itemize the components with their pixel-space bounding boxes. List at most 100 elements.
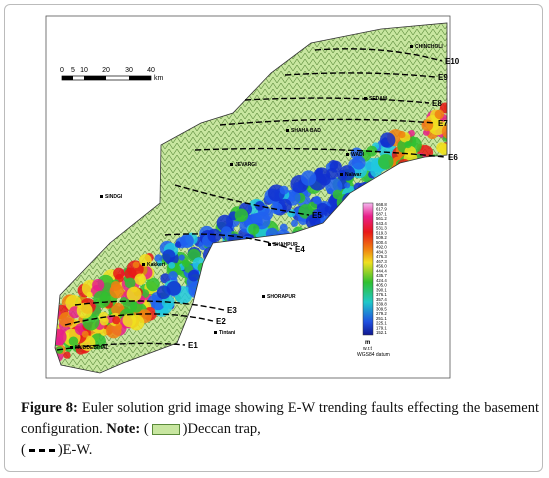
grid-cell xyxy=(316,202,329,215)
scale-unit: km xyxy=(154,75,164,82)
place-label: SHAHA BAD xyxy=(291,128,321,134)
grid-cell xyxy=(86,291,93,298)
legend-value: 225.1 xyxy=(376,321,387,326)
place-label: SINDGI xyxy=(105,194,123,200)
grid-cell xyxy=(99,316,109,326)
grid-cell xyxy=(408,129,415,137)
grid-cell xyxy=(81,330,89,338)
place-marker xyxy=(142,263,145,266)
grid-cell xyxy=(109,283,124,299)
scale-bar-segment xyxy=(84,76,106,80)
figure: 0 5 10 20 30 40 km E1 E2 E3 E4 E5 E6 E7 E8 E9 E10 CHINC… xyxy=(4,4,543,472)
grid-cell xyxy=(92,278,105,292)
place-marker xyxy=(364,97,367,100)
legend-value: 509.2 xyxy=(376,235,387,240)
legend-value: 444.4 xyxy=(376,268,387,273)
grid-cell xyxy=(181,259,190,268)
fault-line xyxy=(219,118,436,126)
grid-cell xyxy=(439,143,447,156)
ew-open: ( xyxy=(21,442,26,458)
grid-cell xyxy=(160,273,171,284)
legend-value: 519.3 xyxy=(376,230,387,235)
grid-cell xyxy=(156,285,171,300)
legend-value: 435.7 xyxy=(376,273,387,278)
fault-label: E9 xyxy=(438,73,448,82)
grid-cell xyxy=(441,123,447,140)
legend-value: 279.2 xyxy=(376,311,387,316)
deccan-swatch xyxy=(151,424,180,436)
grid-cell xyxy=(162,249,176,263)
note-label: Note: xyxy=(106,421,141,437)
grid-cell xyxy=(134,273,147,286)
grid-cell xyxy=(112,316,121,325)
fault-label: E5 xyxy=(312,211,322,220)
grid-cell xyxy=(339,165,356,181)
grid-cell xyxy=(168,270,178,281)
fault-label: E10 xyxy=(445,57,460,66)
grid-cell xyxy=(370,165,382,178)
grid-cell xyxy=(439,102,447,114)
grid-cell xyxy=(254,201,265,211)
place-label: MUDDEBIHAL xyxy=(75,345,109,351)
scale-bar-segment xyxy=(62,76,73,80)
grid-cell xyxy=(378,153,394,170)
caption: Figure 8: Euler solution grid image show… xyxy=(21,398,539,461)
legend-value: 587.1 xyxy=(376,211,387,216)
fault-swatch xyxy=(28,449,55,453)
colorbar xyxy=(362,202,374,336)
place-marker xyxy=(214,331,217,334)
legend-value: 376.1 xyxy=(376,292,387,297)
grid-cell xyxy=(404,146,417,158)
ew-text: )E-W. xyxy=(57,442,93,458)
grid-cell xyxy=(122,313,137,328)
place-label: SEDAM xyxy=(369,96,387,102)
grid-cell xyxy=(154,254,163,263)
fault-label: E6 xyxy=(448,153,458,162)
legend-value: 531.3 xyxy=(376,226,387,231)
place-label: SHORAPUR xyxy=(267,294,296,300)
place-label: Tintani xyxy=(219,330,236,336)
fault-line xyxy=(194,147,446,158)
grid-cell xyxy=(93,290,111,308)
legend-datum: WGS84 datum xyxy=(357,352,390,358)
legend-value: 424.4 xyxy=(376,278,387,283)
grid-cell xyxy=(113,267,125,280)
caption-label: Figure 8: xyxy=(21,400,78,416)
grid-cell xyxy=(146,277,160,292)
place-marker xyxy=(346,153,349,156)
scale-tick-label: 20 xyxy=(102,67,110,74)
fault-line xyxy=(64,313,214,326)
legend-value: 476.3 xyxy=(376,254,387,259)
fault-label: E7 xyxy=(438,119,448,128)
legend-value: 339.8 xyxy=(376,302,387,307)
place-marker xyxy=(340,173,343,176)
fault-label: E3 xyxy=(227,306,237,315)
grid-cell xyxy=(234,208,249,222)
grid-cell xyxy=(151,296,165,311)
fault-line xyxy=(314,48,443,62)
grid-cell xyxy=(298,204,314,219)
legend-value: 617.9 xyxy=(376,207,387,212)
scale-tick-label: 5 xyxy=(71,67,75,74)
caption-text: Euler solution grid image showing E-W tr… xyxy=(21,400,540,437)
place-marker xyxy=(268,243,271,246)
fault-label: E8 xyxy=(432,99,442,108)
grid-cell xyxy=(324,205,332,213)
grid-cell xyxy=(300,170,317,186)
place-marker xyxy=(262,295,265,298)
grid-cell xyxy=(379,132,396,148)
grid-cell xyxy=(291,219,298,227)
place-label: CHINCHOLI xyxy=(415,44,443,50)
grid-cell xyxy=(124,277,136,289)
grid-cell xyxy=(351,155,366,170)
legend-value: 668.8 xyxy=(376,202,387,207)
grid-cell xyxy=(404,141,412,149)
legend-value: 456.0 xyxy=(376,264,387,269)
legend-value: 500.4 xyxy=(376,240,387,245)
legend-reference: w.r.t xyxy=(363,346,373,352)
place-marker xyxy=(410,45,413,48)
fault-line xyxy=(74,300,225,311)
fault-label: E2 xyxy=(216,317,226,326)
